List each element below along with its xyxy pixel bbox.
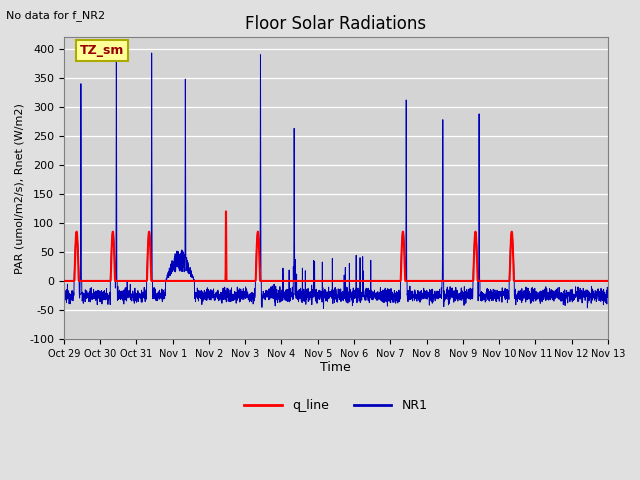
NR1 (303, 287, 310, 293)
q_line (345, 278, 353, 284)
NR1 (604, 290, 612, 296)
NR1 (298, 288, 305, 294)
q_line (604, 278, 612, 284)
q_line (298, 278, 305, 284)
q_line (303, 278, 310, 284)
NR1 (60, 293, 68, 299)
NR1 (434, 289, 442, 295)
NR1 (345, 289, 353, 295)
q_line (433, 278, 441, 284)
Text: TZ_sm: TZ_sm (80, 44, 125, 57)
NR1 (129, 298, 137, 304)
q_line (222, 208, 230, 214)
q_line (410, 278, 417, 284)
Line: q_line: q_line (64, 211, 608, 281)
Y-axis label: PAR (umol/m2/s), Rnet (W/m2): PAR (umol/m2/s), Rnet (W/m2) (15, 103, 25, 274)
NR1 (410, 292, 417, 298)
Line: NR1: NR1 (64, 53, 608, 309)
Title: Floor Solar Radiations: Floor Solar Radiations (245, 15, 426, 33)
Text: No data for f_NR2: No data for f_NR2 (6, 10, 106, 21)
q_line (60, 278, 68, 284)
X-axis label: Time: Time (321, 361, 351, 374)
NR1 (319, 306, 327, 312)
q_line (129, 278, 137, 284)
NR1 (148, 50, 156, 56)
Legend: q_line, NR1: q_line, NR1 (239, 394, 432, 417)
